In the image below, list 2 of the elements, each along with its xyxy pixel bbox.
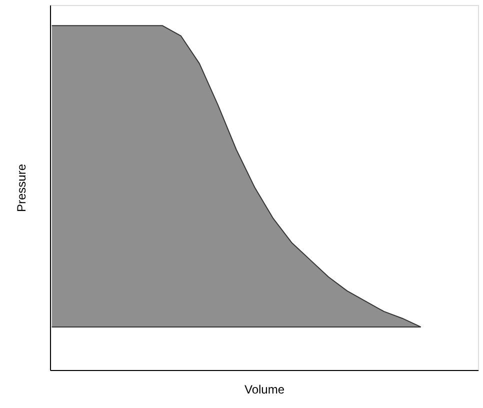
- x-axis-title: Volume: [244, 382, 285, 396]
- y-axis-title: Pressure: [14, 164, 28, 212]
